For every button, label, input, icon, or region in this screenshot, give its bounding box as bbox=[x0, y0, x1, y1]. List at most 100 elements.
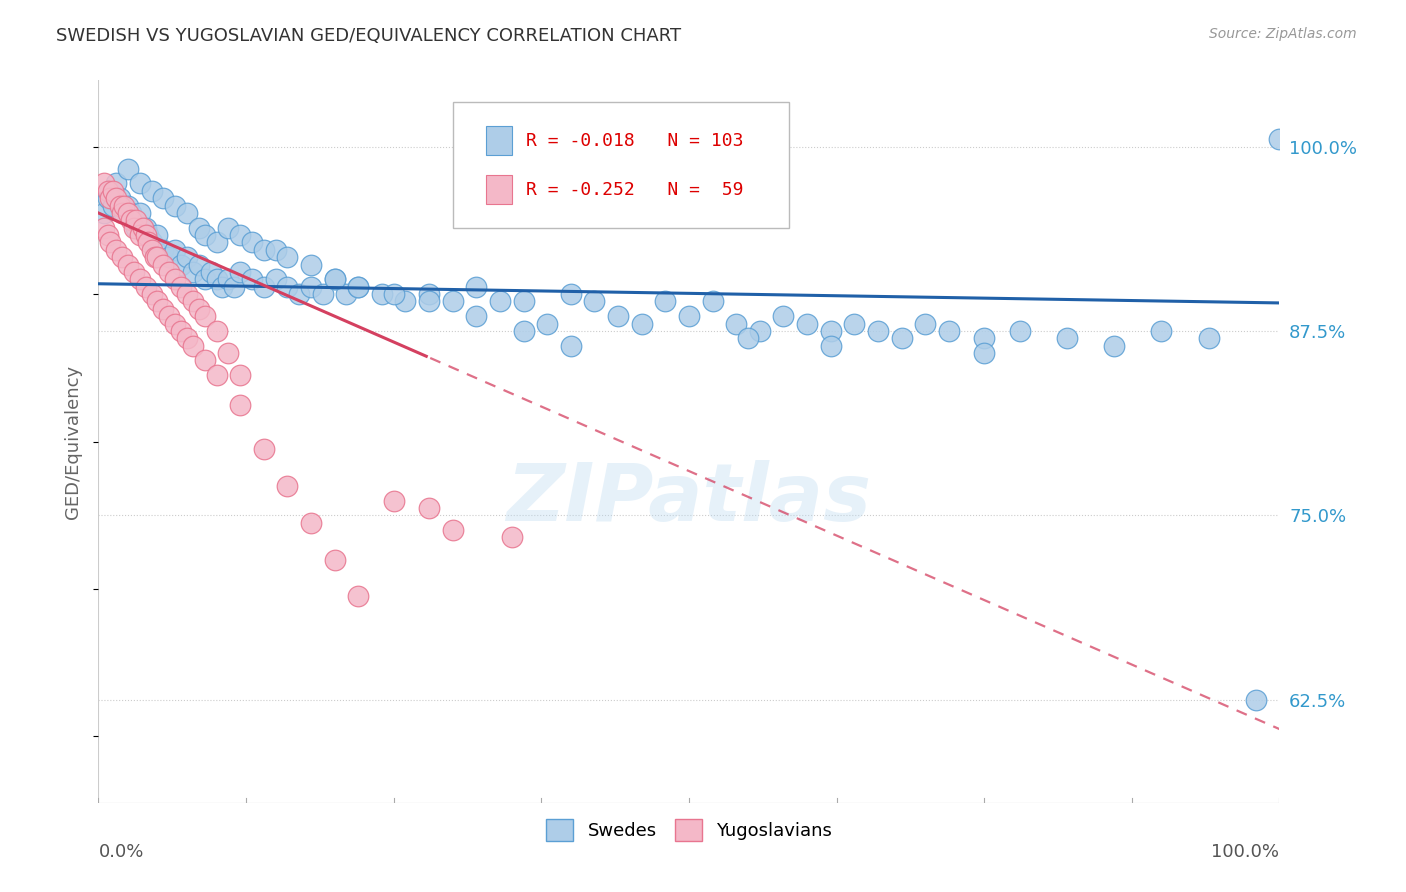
Point bbox=[93, 177, 115, 191]
Point bbox=[176, 250, 198, 264]
Point bbox=[112, 206, 135, 220]
Point bbox=[146, 228, 169, 243]
Point bbox=[157, 309, 180, 323]
Point bbox=[141, 184, 163, 198]
Point bbox=[229, 265, 252, 279]
Point bbox=[512, 294, 534, 309]
Point bbox=[465, 309, 488, 323]
Point bbox=[1150, 324, 1173, 338]
Point bbox=[117, 258, 139, 272]
Point bbox=[772, 309, 794, 323]
Point bbox=[97, 191, 120, 205]
Point bbox=[748, 324, 770, 338]
Point bbox=[176, 206, 198, 220]
Point bbox=[1102, 339, 1125, 353]
Point bbox=[820, 339, 842, 353]
Point bbox=[194, 309, 217, 323]
Point bbox=[299, 516, 322, 530]
Point bbox=[181, 265, 204, 279]
Point bbox=[135, 220, 157, 235]
Point bbox=[141, 235, 163, 250]
Point bbox=[229, 398, 252, 412]
Point bbox=[205, 324, 228, 338]
Point bbox=[973, 346, 995, 360]
Point bbox=[725, 317, 748, 331]
Point bbox=[347, 590, 370, 604]
Point bbox=[323, 272, 346, 286]
Point bbox=[152, 301, 174, 316]
Point bbox=[1008, 324, 1031, 338]
Point bbox=[205, 368, 228, 383]
Point bbox=[418, 287, 440, 301]
Point bbox=[418, 294, 440, 309]
Point bbox=[441, 294, 464, 309]
Point bbox=[371, 287, 394, 301]
Point bbox=[489, 294, 512, 309]
Point bbox=[97, 228, 120, 243]
Point bbox=[253, 279, 276, 293]
Point bbox=[181, 339, 204, 353]
Point bbox=[512, 324, 534, 338]
Point bbox=[866, 324, 889, 338]
Point bbox=[536, 317, 558, 331]
Point bbox=[170, 258, 193, 272]
Point bbox=[141, 287, 163, 301]
Point bbox=[264, 272, 287, 286]
Point bbox=[205, 235, 228, 250]
Text: ZIPatlas: ZIPatlas bbox=[506, 460, 872, 539]
Point bbox=[125, 213, 148, 227]
Point bbox=[108, 199, 131, 213]
Point bbox=[146, 294, 169, 309]
Point bbox=[418, 500, 440, 515]
Point bbox=[200, 265, 222, 279]
Point bbox=[93, 206, 115, 220]
Point bbox=[276, 250, 298, 264]
Point bbox=[1056, 331, 1078, 345]
Point bbox=[117, 161, 139, 176]
Point bbox=[382, 493, 405, 508]
Point bbox=[157, 265, 180, 279]
Point bbox=[165, 199, 187, 213]
Point bbox=[117, 206, 139, 220]
Y-axis label: GED/Equivalency: GED/Equivalency bbox=[65, 365, 83, 518]
Point bbox=[187, 258, 209, 272]
Point bbox=[170, 324, 193, 338]
Point bbox=[607, 309, 630, 323]
Point bbox=[136, 235, 159, 250]
Text: R = -0.252   N =  59: R = -0.252 N = 59 bbox=[526, 181, 744, 199]
Point bbox=[938, 324, 960, 338]
Point bbox=[136, 228, 159, 243]
Point bbox=[194, 272, 217, 286]
Point bbox=[914, 317, 936, 331]
Point bbox=[108, 191, 131, 205]
Point bbox=[1268, 132, 1291, 146]
Point bbox=[105, 243, 128, 257]
Point bbox=[165, 243, 187, 257]
Point bbox=[737, 331, 759, 345]
Point bbox=[240, 235, 263, 250]
Point bbox=[105, 191, 128, 205]
FancyBboxPatch shape bbox=[486, 176, 512, 204]
Point bbox=[323, 552, 346, 566]
Point bbox=[335, 287, 357, 301]
Point bbox=[796, 317, 818, 331]
Point bbox=[441, 523, 464, 537]
Point bbox=[560, 287, 582, 301]
Point bbox=[299, 279, 322, 293]
Text: Source: ZipAtlas.com: Source: ZipAtlas.com bbox=[1209, 27, 1357, 41]
Point bbox=[181, 294, 204, 309]
FancyBboxPatch shape bbox=[486, 126, 512, 155]
Point bbox=[122, 213, 145, 227]
Point bbox=[211, 279, 233, 293]
Point bbox=[264, 243, 287, 257]
Point bbox=[224, 279, 246, 293]
Text: SWEDISH VS YUGOSLAVIAN GED/EQUIVALENCY CORRELATION CHART: SWEDISH VS YUGOSLAVIAN GED/EQUIVALENCY C… bbox=[56, 27, 682, 45]
Text: 0.0%: 0.0% bbox=[98, 843, 143, 861]
Point bbox=[135, 228, 157, 243]
Point bbox=[323, 272, 346, 286]
Point bbox=[276, 279, 298, 293]
Point bbox=[347, 279, 370, 293]
Point bbox=[143, 243, 166, 257]
Point bbox=[176, 287, 198, 301]
Point bbox=[128, 177, 150, 191]
